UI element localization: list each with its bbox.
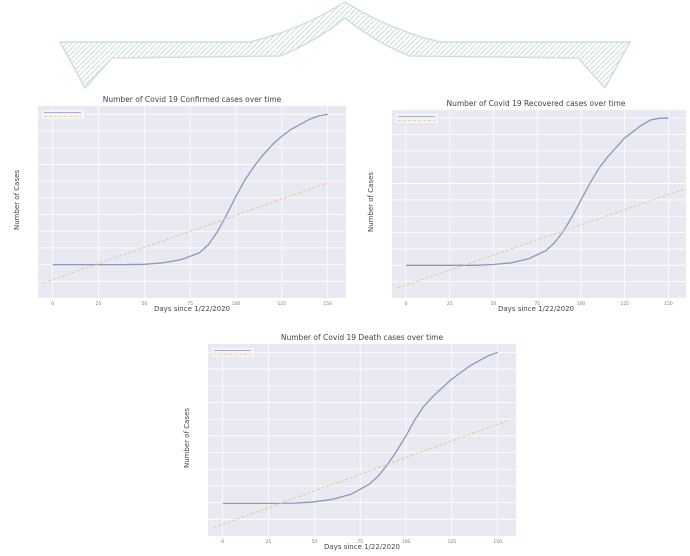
death-chart: Number of Covid 19 Death cases over time… xyxy=(180,330,520,552)
confirmed-chart: Number of Covid 19 Confirmed cases over … xyxy=(10,92,350,314)
x-tick-label: 50 xyxy=(491,301,497,307)
x-tick-label: 75 xyxy=(534,301,540,307)
legend-box xyxy=(40,108,86,121)
x-tick-label: 150 xyxy=(493,539,502,545)
recovered-chart: Number of Covid 19 Recovered cases over … xyxy=(364,96,690,314)
chart-title: Number of Covid 19 Confirmed cases over … xyxy=(103,95,282,104)
x-tick-label: 150 xyxy=(664,301,673,307)
x-tick-label: 0 xyxy=(221,539,224,545)
series-line-actual xyxy=(406,117,669,266)
x-tick-label: 0 xyxy=(405,301,408,307)
x-tick-label: 125 xyxy=(278,301,287,307)
x-tick-label: 25 xyxy=(96,301,102,307)
x-tick-label: 125 xyxy=(620,301,629,307)
y-axis-label: Number of Cases xyxy=(183,408,191,468)
x-tick-label: 25 xyxy=(447,301,453,307)
legend-box xyxy=(394,112,440,125)
chart-title: Number of Covid 19 Death cases over time xyxy=(281,333,444,342)
x-tick-label: 125 xyxy=(448,539,457,545)
plot-area xyxy=(392,110,686,298)
x-tick-label: 25 xyxy=(266,539,272,545)
watermark-shape xyxy=(58,1,632,90)
x-axis-label: Days since 1/22/2020 xyxy=(154,305,230,313)
x-tick-label: 50 xyxy=(311,539,317,545)
legend-box xyxy=(210,346,256,359)
x-tick-label: 0 xyxy=(51,301,54,307)
x-tick-label: 50 xyxy=(141,301,147,307)
x-tick-label: 100 xyxy=(232,301,241,307)
series-line-actual xyxy=(52,113,328,266)
chart-title: Number of Covid 19 Recovered cases over … xyxy=(446,99,625,108)
series-line-prediction xyxy=(397,188,687,289)
death-chart-svg: Number of Covid 19 Death cases over time… xyxy=(183,333,516,551)
x-tick-label: 75 xyxy=(357,539,363,545)
series-line-actual xyxy=(222,351,498,505)
plot-area xyxy=(208,344,516,536)
x-tick-label: 75 xyxy=(187,301,193,307)
y-axis-label: Number of Cases xyxy=(13,170,21,230)
confirmed-chart-svg: Number of Covid 19 Confirmed cases over … xyxy=(13,95,346,313)
x-axis-label: Days since 1/22/2020 xyxy=(324,543,400,551)
recovered-chart-svg: Number of Covid 19 Recovered cases over … xyxy=(367,99,687,313)
x-tick-label: 100 xyxy=(402,539,411,545)
x-tick-label: 100 xyxy=(577,301,586,307)
plot-area xyxy=(38,106,346,298)
watermark-arch xyxy=(58,1,632,90)
y-axis-label: Number of Cases xyxy=(367,172,375,232)
series-line-prediction xyxy=(43,182,328,284)
x-axis-label: Days since 1/22/2020 xyxy=(498,305,574,313)
x-tick-label: 150 xyxy=(323,301,332,307)
series-line-prediction xyxy=(213,420,507,529)
